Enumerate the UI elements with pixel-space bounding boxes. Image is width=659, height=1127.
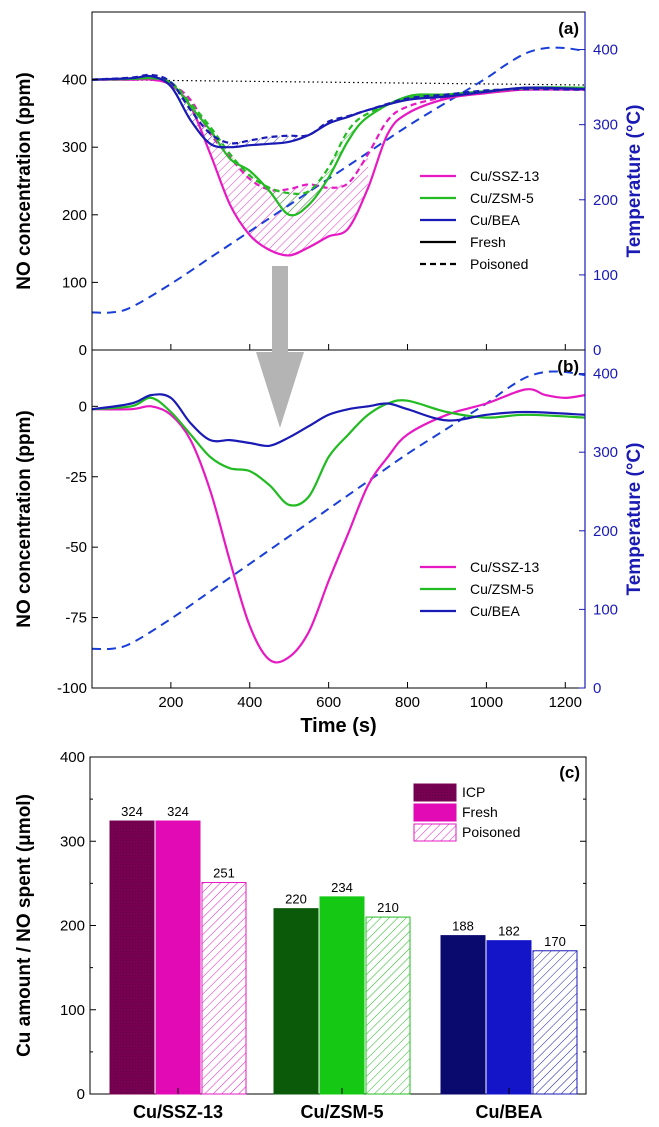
x-axis-title: Time (s) <box>300 715 376 737</box>
legend-label: Cu/BEA <box>470 603 520 619</box>
bar-data-label: 324 <box>121 804 143 819</box>
y-tick-label: -75 <box>65 610 87 627</box>
x-tick-label: 800 <box>395 694 420 711</box>
legend-label: Cu/ZSM-5 <box>470 190 534 206</box>
y2-tick-label: 200 <box>593 192 618 209</box>
bar-data-label: 251 <box>213 866 235 881</box>
legend-label: ICP <box>462 784 485 800</box>
bar-poisoned <box>201 882 247 1095</box>
y-tick-label: 100 <box>62 274 87 291</box>
legend-label: Cu/ZSM-5 <box>470 581 534 597</box>
y2-axis-title: Temperature (°C) <box>624 443 645 596</box>
series-line-cu-zsm-5-poisoned <box>91 76 586 196</box>
legend-label: Poisoned <box>470 256 528 272</box>
category-label: Cu/SSZ-13 <box>133 1102 223 1122</box>
y2-tick-label: 100 <box>593 601 618 618</box>
bar-icp <box>273 908 319 1095</box>
y-tick-label: 0 <box>77 1086 85 1103</box>
y-tick-label: 100 <box>60 1002 85 1019</box>
bar-data-label: 170 <box>544 934 566 949</box>
y2-tick-label: 0 <box>593 342 601 359</box>
y-tick-label: 400 <box>62 72 87 89</box>
y-axis-title: NO concentration (ppm) <box>14 72 35 289</box>
bar-icp <box>440 935 486 1095</box>
y-tick-label: 400 <box>60 749 85 766</box>
y2-tick-label: 300 <box>593 444 618 461</box>
plot-frame <box>91 349 586 689</box>
fill-between-cu-zsm-5 <box>170 82 369 215</box>
panel-label: (c) <box>559 763 580 782</box>
y-tick-label: -100 <box>57 680 87 697</box>
bar-fresh <box>155 820 201 1095</box>
legend-swatch <box>413 823 457 842</box>
bar-icp <box>109 820 155 1095</box>
legend-label: Fresh <box>462 804 498 820</box>
y-tick-label: -50 <box>65 539 87 556</box>
panel-label: (a) <box>558 19 579 38</box>
bar-data-label: 324 <box>167 804 189 819</box>
bar-poisoned <box>532 950 578 1095</box>
legend-swatch <box>413 783 457 802</box>
y2-tick-label: 0 <box>593 680 601 697</box>
x-tick-label: 600 <box>316 694 341 711</box>
legend-label: Cu/BEA <box>470 212 520 228</box>
panel-a: 0 100 200 300 400 0 100 200 300 400 (a) NO concentr… <box>14 11 645 359</box>
panel-c: 0 100 200 300 400 324 324 251 Cu/SSZ-13 220 234 210… <box>14 749 587 1122</box>
y-axis-title: NO concentration (ppm) <box>14 410 35 627</box>
y2-tick-label: 400 <box>593 366 618 383</box>
baseline-dotted <box>91 79 586 86</box>
y2-tick-label: 100 <box>593 267 618 284</box>
series-line-cu-ssz-13 <box>91 388 586 664</box>
y-tick-label: 200 <box>60 918 85 935</box>
panel-b: -100 -75 -50 -25 0 0 100 200 300 400 200 400 600 800 1… <box>14 349 645 737</box>
bar-poisoned <box>365 916 411 1095</box>
bar-fresh <box>486 940 532 1095</box>
y2-tick-label: 200 <box>593 523 618 540</box>
legend-label: Cu/SSZ-13 <box>470 559 539 575</box>
panel-label: (b) <box>557 357 579 376</box>
series-line-cu-bea-poisoned <box>91 73 586 145</box>
series-line-cu-bea <box>91 393 586 448</box>
bar-data-label: 234 <box>331 880 353 895</box>
legend-label: Fresh <box>470 234 506 250</box>
bar-data-label: 182 <box>498 924 520 939</box>
x-tick-label: 400 <box>237 694 262 711</box>
y-tick-label: 200 <box>62 207 87 224</box>
bar-data-label: 188 <box>452 919 474 934</box>
series-line-cu-zsm-5 <box>91 396 586 507</box>
y-tick-label: 300 <box>60 833 85 850</box>
legend-label: Cu/SSZ-13 <box>470 168 539 184</box>
series-line-cu-bea-fresh <box>91 74 586 149</box>
fill-between-cu-ssz-13 <box>170 84 369 256</box>
x-tick-label: 200 <box>158 694 183 711</box>
x-tick-label: 1200 <box>549 694 582 711</box>
y-tick-label: 300 <box>62 139 87 156</box>
y2-axis-title: Temperature (°C) <box>624 105 645 258</box>
y-tick-label: 0 <box>79 342 87 359</box>
x-tick-label: 1000 <box>470 694 503 711</box>
bar-fresh <box>319 896 365 1095</box>
category-label: Cu/ZSM-5 <box>301 1102 384 1122</box>
bar-data-label: 210 <box>377 900 399 915</box>
legend-swatch <box>413 803 457 822</box>
y-tick-label: -25 <box>65 469 87 486</box>
bar-data-label: 220 <box>285 892 307 907</box>
y2-tick-label: 300 <box>593 117 618 134</box>
y-tick-label: 0 <box>79 398 87 415</box>
down-arrow-icon <box>256 266 304 428</box>
y-axis-title: Cu amount / NO spent (μmol) <box>14 794 35 1057</box>
y2-tick-label: 400 <box>593 42 618 59</box>
legend-label: Poisoned <box>462 824 520 840</box>
transition-arrow <box>256 266 304 428</box>
category-label: Cu/BEA <box>476 1102 543 1122</box>
